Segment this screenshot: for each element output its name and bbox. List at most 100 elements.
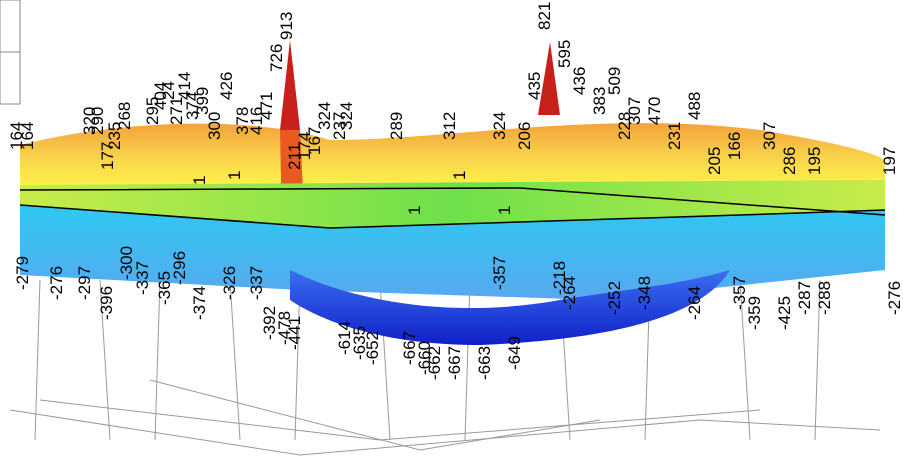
elevation-label: 374 <box>183 92 202 120</box>
elevation-label: -264 <box>560 276 579 310</box>
elevation-label: -337 <box>133 261 152 295</box>
elevation-label: 324 <box>315 102 334 130</box>
elevation-label: 470 <box>645 97 664 125</box>
elevation-label: 435 <box>525 72 544 100</box>
elevation-label: 595 <box>555 40 574 68</box>
elevation-label: -359 <box>745 296 764 330</box>
upper-surface <box>20 123 885 190</box>
elevation-label: -348 <box>635 276 654 310</box>
elevation-label: 174 <box>295 132 314 160</box>
elevation-label: -357 <box>730 276 749 310</box>
elevation-label: 471 <box>257 92 276 120</box>
elevation-label: 206 <box>515 122 534 150</box>
grid-frame <box>19 187 886 229</box>
drop-line <box>739 279 751 441</box>
elevation-label: -667 <box>445 346 464 380</box>
elevation-label: -326 <box>220 266 239 300</box>
elevation-label: 271 <box>167 97 186 125</box>
elevation-label: 399 <box>193 87 212 115</box>
middle-surface <box>20 180 885 228</box>
elevation-label: -374 <box>190 286 209 320</box>
elevation-label: 488 <box>685 92 704 120</box>
lower-surface <box>20 205 885 300</box>
elevation-label: 235 <box>105 122 124 150</box>
basin <box>290 270 730 345</box>
elevation-label: 1 <box>225 171 244 180</box>
elevation-label: 166 <box>725 132 744 160</box>
elevation-label: 378 <box>233 107 252 135</box>
elevation-label: 509 <box>605 67 624 95</box>
elevation-label: 1 <box>405 206 424 215</box>
elevation-label: 290 <box>88 107 107 135</box>
elevation-label: -663 <box>475 346 494 380</box>
elevation-label: 164 <box>7 122 26 150</box>
elevation-label: -662 <box>425 346 444 380</box>
elevation-label: -252 <box>605 281 624 315</box>
elevation-label: -614 <box>335 321 354 355</box>
elevation-label: -276 <box>885 281 903 315</box>
elevation-label: 383 <box>590 87 609 115</box>
elevation-label: 913 <box>277 12 296 40</box>
base-line <box>39 399 761 441</box>
elevation-label: 1 <box>495 206 514 215</box>
drop-line <box>294 279 301 441</box>
elevation-label: -441 <box>285 316 304 350</box>
elevation-label: -288 <box>815 281 834 315</box>
peak <box>538 42 560 115</box>
elevation-label: 307 <box>760 122 779 150</box>
elevation-label: 167 <box>305 127 324 155</box>
drop-line <box>154 279 161 441</box>
elevation-label: 177 <box>98 142 117 170</box>
drop-line <box>464 279 471 441</box>
elevation-label: 404 <box>151 82 170 110</box>
elevation-label: -357 <box>490 256 509 290</box>
elevation-label: 205 <box>705 147 724 175</box>
frame-line <box>19 204 886 229</box>
elevation-label: -478 <box>275 311 294 345</box>
elevation-label: 289 <box>387 112 406 140</box>
elevation-label: 320 <box>80 107 99 135</box>
elevation-label: -337 <box>247 266 266 300</box>
frame-line <box>19 187 886 216</box>
peak <box>280 40 300 130</box>
elevation-label: 821 <box>535 2 554 30</box>
elevation-label: 231 <box>665 122 684 150</box>
elevation-label: 414 <box>175 72 194 100</box>
elevation-label: -365 <box>155 271 174 305</box>
elevation-label: -392 <box>260 306 279 340</box>
elevation-label: -635 <box>350 326 369 360</box>
elevation-label: -300 <box>117 246 136 280</box>
elevation-label: -264 <box>685 286 704 320</box>
elevation-label: 726 <box>267 44 286 72</box>
elevation-label: -297 <box>75 266 94 300</box>
elevation-label: -649 <box>505 336 524 370</box>
elevation-label: 286 <box>780 147 799 175</box>
elevation-label: 195 <box>805 147 824 175</box>
elevation-label: -218 <box>550 261 569 295</box>
elevation-label: 436 <box>570 67 589 95</box>
elevation-label: 324 <box>337 102 356 130</box>
drop-line <box>34 279 41 441</box>
elevation-label: 324 <box>490 112 509 140</box>
elevation-label: -667 <box>400 331 419 365</box>
elevation-label: 211 <box>285 143 304 170</box>
elevation-label: -660 <box>415 341 434 375</box>
elevation-label: 1 <box>450 171 469 180</box>
elevation-label: 1 <box>190 176 209 185</box>
base-line <box>149 379 601 451</box>
elevation-label: -279 <box>13 256 32 290</box>
elevation-label: 312 <box>440 112 459 140</box>
elevation-label: 300 <box>205 112 224 140</box>
elevation-label: -276 <box>47 266 66 300</box>
elevation-label: 24 <box>159 81 178 100</box>
elevation-label: 197 <box>880 147 899 175</box>
elevation-label: 268 <box>115 102 134 130</box>
elevation-label: 228 <box>615 112 634 140</box>
drop-line <box>814 279 821 441</box>
elevation-label: 416 <box>247 107 266 135</box>
elevation-label: 307 <box>625 97 644 125</box>
elevation-label: 295 <box>143 97 162 125</box>
elevation-label: -396 <box>97 286 116 320</box>
